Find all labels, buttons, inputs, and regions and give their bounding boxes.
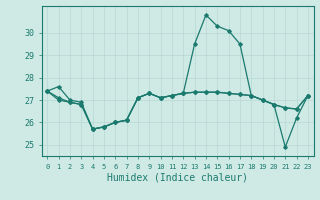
X-axis label: Humidex (Indice chaleur): Humidex (Indice chaleur) bbox=[107, 172, 248, 182]
